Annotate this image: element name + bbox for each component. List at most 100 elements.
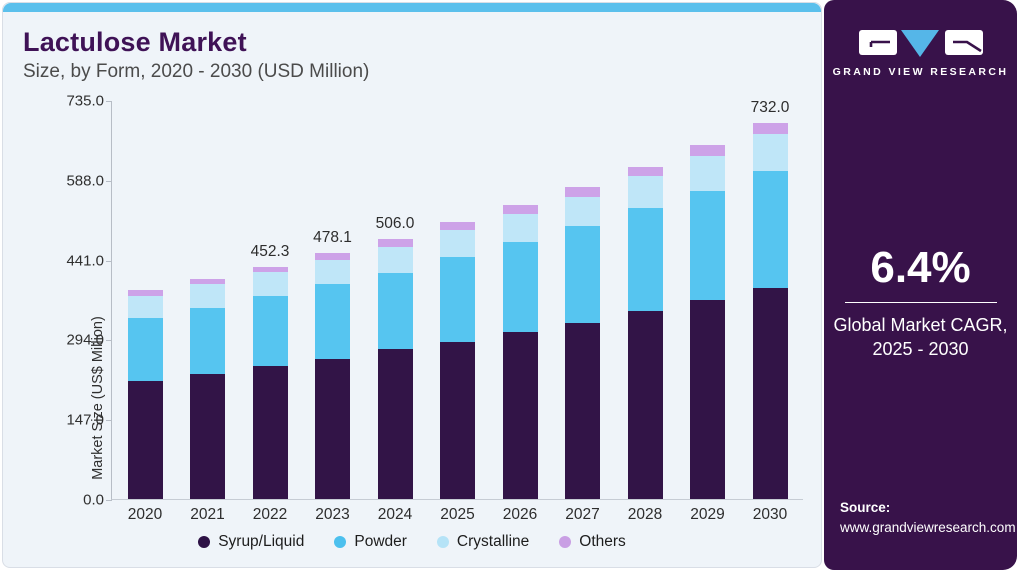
bar-segment-syrup-liquid-2029 — [690, 299, 725, 499]
cagr-value: 6.4% — [870, 243, 971, 292]
bar-segment-others-2027 — [565, 186, 600, 197]
bar-segment-others-2020 — [127, 290, 163, 297]
bar-segment-powder-2020 — [127, 317, 163, 382]
legend-item-crystalline: Crystalline — [436, 533, 530, 551]
bar-2022 — [252, 266, 288, 499]
brand-logo: GRAND VIEW RESEARCH — [824, 28, 1017, 78]
bar-segment-syrup-liquid-2028 — [627, 310, 663, 499]
bar-segment-syrup-liquid-2021 — [190, 373, 225, 499]
bar-2025 — [440, 222, 475, 499]
cagr-caption-line2: 2025 - 2030 — [872, 339, 969, 360]
bar-2030 — [752, 122, 788, 499]
y-tick-label: 294.0 — [66, 331, 104, 349]
x-tick-label-2022: 2022 — [252, 506, 288, 523]
legend-label: Powder — [354, 533, 407, 550]
x-tick-label-2025: 2025 — [440, 506, 475, 523]
y-tick-mark — [106, 340, 112, 342]
legend-dot-icon — [198, 536, 211, 548]
x-tick-label-2028: 2028 — [627, 506, 663, 523]
source-label: Source: — [840, 499, 891, 515]
y-tick-mark — [106, 260, 112, 262]
cagr-caption: Global Market CAGR, 2025 - 2030 — [824, 313, 1017, 362]
bar-segment-powder-2026 — [502, 242, 538, 332]
bar-segment-crystalline-2020 — [127, 296, 163, 318]
bar-2024 — [377, 238, 413, 499]
bar-segment-crystalline-2022 — [252, 272, 288, 296]
bar-segment-powder-2021 — [190, 307, 225, 374]
gvr-logo-icon — [858, 30, 983, 57]
legend-label: Others — [579, 533, 626, 550]
y-tick-label: 588.0 — [66, 172, 104, 190]
bar-segment-others-2025 — [440, 222, 475, 231]
x-tick-label-2023: 2023 — [315, 506, 350, 523]
bar-segment-others-2022 — [252, 266, 288, 273]
cagr-block: 6.4% Global Market CAGR, 2025 - 2030 — [824, 243, 1017, 362]
brand-name: GRAND VIEW RESEARCH — [832, 66, 1009, 78]
bar-segment-others-2028 — [627, 166, 663, 177]
legend-label: Crystalline — [456, 533, 530, 550]
bar-segment-syrup-liquid-2030 — [752, 287, 788, 499]
plot-area: Market Size (US$ Million) 735.0 588.0 441.… — [66, 93, 803, 523]
cagr-caption-line1: Global Market CAGR, — [833, 315, 1008, 335]
bar-segment-crystalline-2027 — [565, 196, 600, 227]
x-tick-label-2030: 2030 — [752, 506, 788, 523]
bar-segment-others-2026 — [502, 204, 538, 215]
y-tick-mark — [106, 101, 112, 102]
legend-dot-icon — [334, 536, 347, 548]
bar-segment-powder-2023 — [315, 283, 350, 360]
y-tick-label: 0.0 — [83, 491, 104, 509]
bar-segment-syrup-liquid-2020 — [127, 381, 163, 499]
bar-2026 — [502, 204, 538, 499]
x-tick-label-2024: 2024 — [377, 506, 413, 523]
bar-segment-powder-2024 — [377, 273, 413, 350]
bar-segment-others-2023 — [315, 253, 350, 260]
bar-segment-crystalline-2024 — [377, 247, 413, 274]
bar-segment-syrup-liquid-2025 — [440, 341, 475, 499]
bar-segment-syrup-liquid-2024 — [377, 349, 413, 499]
bar-segment-powder-2022 — [252, 295, 288, 367]
y-tick-label: 735.0 — [66, 92, 104, 110]
y-tick-mark — [106, 500, 112, 501]
bar-segment-powder-2030 — [752, 170, 788, 288]
bar-total-label-2024: 506.0 — [375, 214, 415, 232]
bar-segment-others-2021 — [190, 278, 225, 285]
bar-total-label-2022: 452.3 — [250, 242, 290, 260]
bar-segment-powder-2027 — [565, 226, 600, 323]
x-tick-label-2029: 2029 — [690, 506, 725, 523]
x-tick-label-2027: 2027 — [565, 506, 600, 523]
bar-2023 — [315, 253, 350, 499]
y-tick-mark — [106, 180, 112, 182]
bar-2027 — [565, 186, 600, 499]
chart-header: Lactulose Market Size, by Form, 2020 - 2… — [23, 27, 369, 83]
bar-segment-others-2030 — [752, 122, 788, 135]
bar-segment-powder-2025 — [440, 257, 475, 342]
source-block: Source: www.grandviewresearch.com — [840, 498, 1016, 539]
y-tick-label: 147.0 — [66, 411, 104, 429]
bar-segment-others-2029 — [690, 145, 725, 157]
chart-card: Lactulose Market Size, by Form, 2020 - 2… — [2, 2, 822, 568]
legend-item-others: Others — [559, 533, 626, 551]
bar-total-label-2023: 478.1 — [313, 229, 352, 247]
chart-title: Lactulose Market — [23, 27, 247, 57]
x-tick-label-2021: 2021 — [190, 506, 225, 523]
x-tick-label-2026: 2026 — [502, 506, 538, 523]
legend-item-powder: Powder — [334, 533, 407, 551]
bar-2028 — [627, 166, 663, 499]
y-tick-mark — [106, 420, 112, 422]
bar-segment-crystalline-2028 — [627, 176, 663, 208]
bar-segment-powder-2028 — [627, 207, 663, 311]
cagr-divider — [844, 302, 997, 303]
x-tick-label-2020: 2020 — [127, 506, 163, 523]
bar-segment-crystalline-2021 — [190, 284, 225, 308]
bar-segment-others-2024 — [377, 238, 413, 248]
bar-segment-syrup-liquid-2023 — [315, 359, 350, 499]
y-tick-label: 441.0 — [66, 252, 104, 270]
legend-label: Syrup/Liquid — [218, 533, 305, 550]
chart-subtitle: Size, by Form, 2020 - 2030 (USD Million) — [23, 61, 370, 82]
bar-segment-crystalline-2025 — [440, 230, 475, 258]
bar-segment-syrup-liquid-2027 — [565, 322, 600, 499]
bar-2020 — [127, 290, 163, 499]
bar-segment-crystalline-2030 — [752, 134, 788, 171]
bar-segment-crystalline-2029 — [690, 156, 725, 191]
